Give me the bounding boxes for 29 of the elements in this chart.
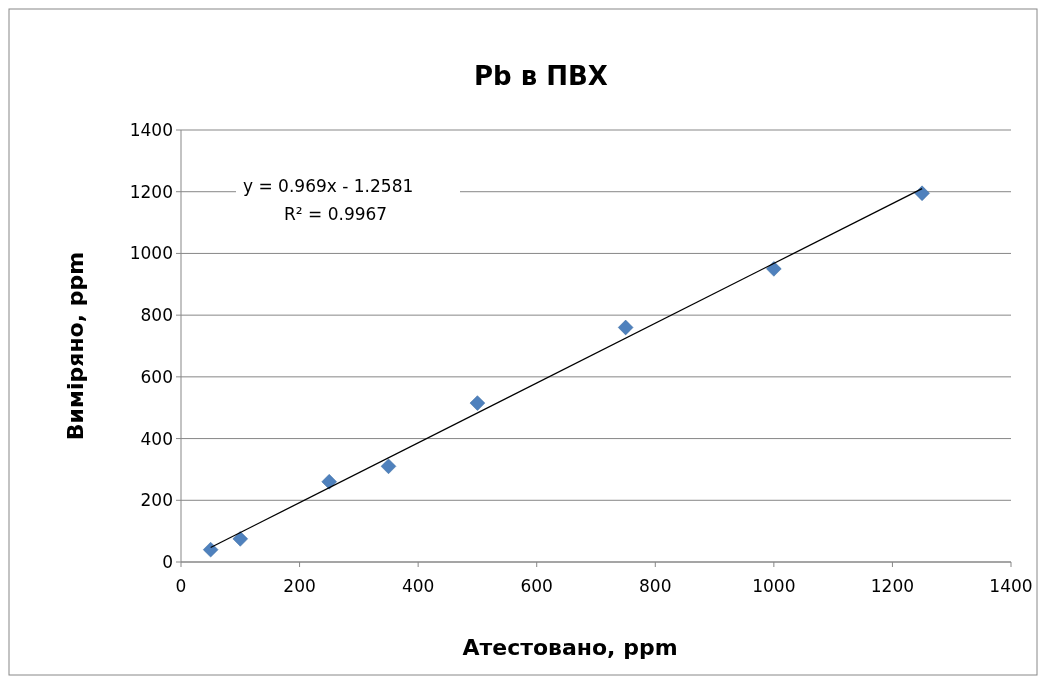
- y-tick-label: 0: [162, 551, 173, 572]
- y-axis-title: Виміряно, ppm: [63, 251, 88, 441]
- y-tick-label: 400: [140, 428, 173, 449]
- x-tick-label: 0: [175, 576, 187, 596]
- point: [202, 541, 219, 558]
- y-tick-label: 1400: [129, 119, 173, 140]
- y-tick-label: 800: [140, 305, 173, 326]
- point: [766, 261, 782, 277]
- annotation: y = 0.969x - 1.2581: [243, 176, 414, 196]
- y-tick-label: 1000: [129, 243, 173, 264]
- y-tick-label: 1200: [129, 181, 173, 202]
- point: [617, 319, 634, 336]
- y-tick-label: 200: [140, 490, 173, 511]
- x-tick-label: 1200: [870, 576, 915, 596]
- x-tick-label: 800: [639, 576, 672, 596]
- x-axis-title: Атестовано, ppm: [462, 635, 678, 660]
- point: [232, 531, 248, 547]
- chart-title: Pb в ПВХ: [474, 61, 608, 91]
- point: [469, 395, 486, 411]
- point: [321, 474, 337, 490]
- x-tick-label: 1000: [752, 576, 796, 596]
- point: [380, 458, 397, 475]
- x-tick-label: 600: [520, 576, 553, 596]
- point: [914, 185, 930, 201]
- x-tick-label: 400: [401, 576, 435, 596]
- x-tick-label: 1400: [989, 576, 1033, 596]
- x-tick-label: 200: [283, 576, 316, 596]
- annotation: R² = 0.9967: [284, 204, 388, 224]
- y-tick-label: 600: [140, 366, 173, 387]
